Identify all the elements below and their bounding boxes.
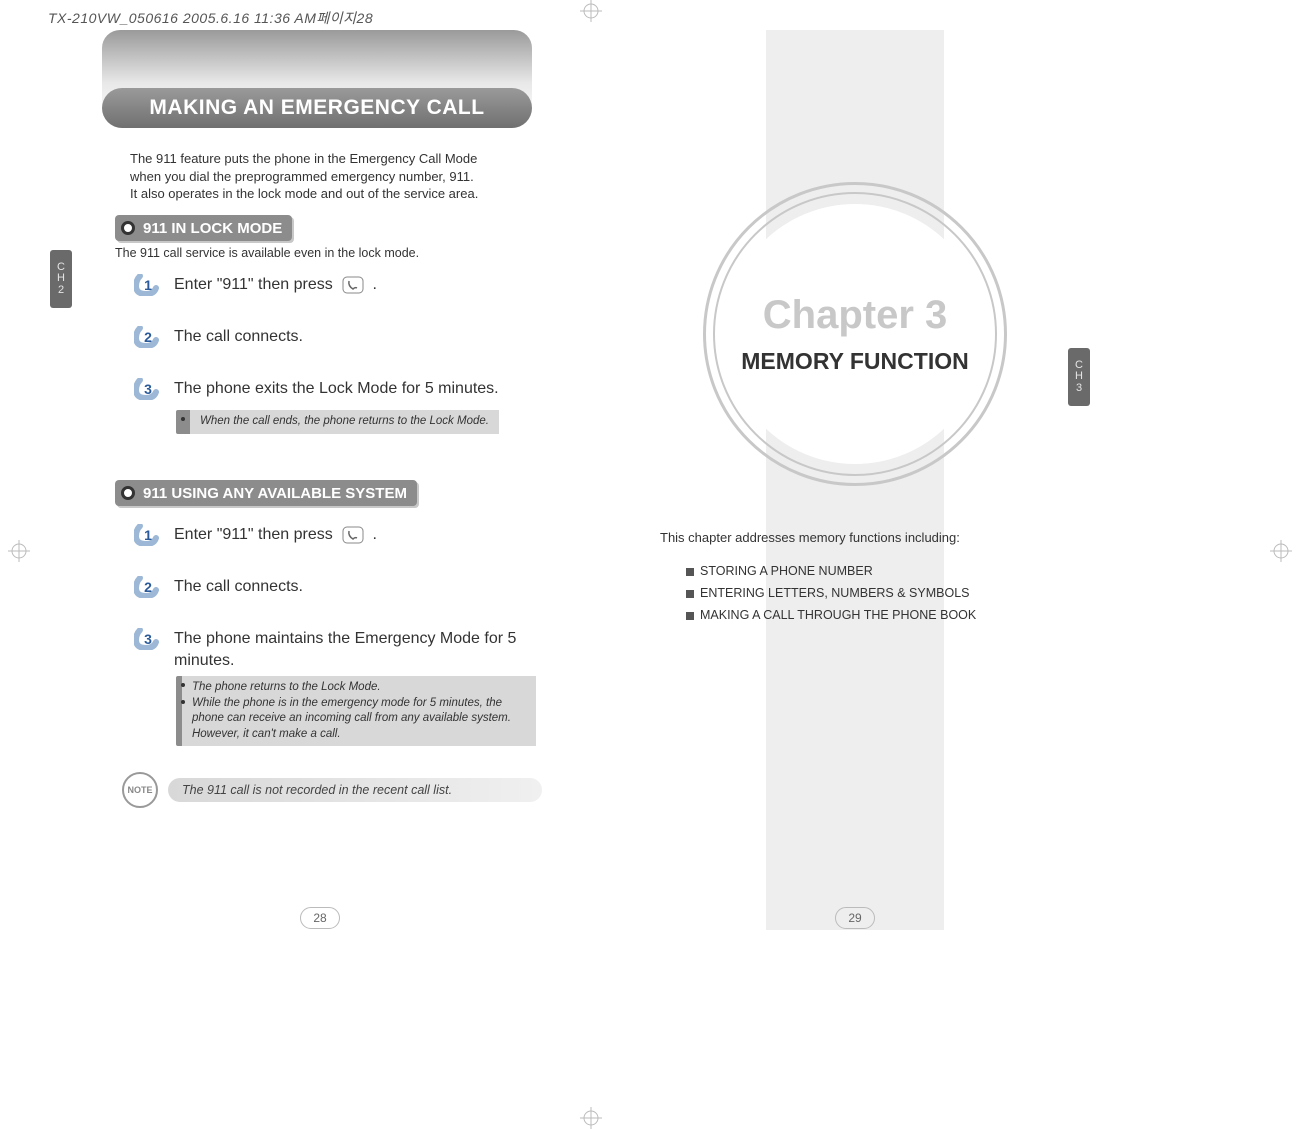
section-subtext: The 911 call service is available even i…	[115, 246, 419, 260]
bullet-square-icon	[686, 568, 694, 576]
step-text: Enter "911" then press .	[174, 524, 377, 546]
step-number-icon: 3	[134, 378, 162, 400]
chapter-tab: CH 2	[50, 250, 72, 308]
footer-note-text: The 911 call is not recorded in the rece…	[168, 778, 542, 802]
step-number-icon: 1	[134, 274, 162, 296]
step-text: The call connects.	[174, 326, 303, 348]
tab-ch-label: CH	[1075, 360, 1083, 382]
list-item: MAKING A CALL THROUGH THE PHONE BOOK	[686, 608, 976, 622]
list-item: STORING A PHONE NUMBER	[686, 564, 976, 578]
svg-text:3: 3	[144, 381, 152, 397]
step-row: 1 Enter "911" then press .	[134, 274, 377, 296]
chapter-contents-list: STORING A PHONE NUMBER ENTERING LETTERS,…	[686, 556, 976, 622]
step-row: 3 The phone maintains the Emergency Mode…	[134, 628, 554, 671]
step-text: The phone maintains the Emergency Mode f…	[174, 628, 554, 671]
section-header: 911 USING ANY AVAILABLE SYSTEM	[115, 480, 417, 506]
step-text: Enter "911" then press .	[174, 274, 377, 296]
chapter-label: Chapter 3	[763, 293, 948, 338]
note-body: The phone returns to the Lock Mode. Whil…	[182, 676, 536, 746]
chapter-ring: Chapter 3 MEMORY FUNCTION	[703, 182, 1007, 486]
section-label: 911 IN LOCK MODE	[143, 220, 282, 237]
intro-line: The 911 feature puts the phone in the Em…	[130, 150, 478, 168]
chapter-intro: This chapter addresses memory functions …	[660, 530, 960, 545]
right-page: Chapter 3 MEMORY FUNCTION This chapter a…	[653, 0, 1306, 1129]
page-number: 28	[300, 907, 340, 929]
step-number-icon: 2	[134, 326, 162, 348]
left-page: MAKING AN EMERGENCY CALL The 911 feature…	[0, 0, 653, 1129]
step-number-icon: 1	[134, 524, 162, 546]
page-title: MAKING AN EMERGENCY CALL	[149, 96, 484, 120]
tab-ch-number: 2	[58, 284, 64, 296]
svg-text:1: 1	[144, 527, 152, 543]
page-title-bar: MAKING AN EMERGENCY CALL	[102, 88, 532, 128]
svg-text:3: 3	[144, 631, 152, 647]
svg-text:2: 2	[144, 579, 152, 595]
note-side-bar	[176, 410, 190, 434]
bullet-square-icon	[686, 590, 694, 598]
send-key-icon	[342, 526, 364, 544]
note-text: When the call ends, the phone returns to…	[190, 410, 499, 434]
svg-text:2: 2	[144, 329, 152, 345]
bullet-square-icon	[686, 612, 694, 620]
intro-paragraph: The 911 feature puts the phone in the Em…	[130, 150, 478, 203]
send-key-icon	[342, 276, 364, 294]
section-header: 911 IN LOCK MODE	[115, 215, 292, 241]
step-text: The call connects.	[174, 576, 303, 598]
section-bullet-icon	[121, 221, 135, 235]
step-row: 2 The call connects.	[134, 326, 303, 348]
svg-text:1: 1	[144, 277, 152, 293]
step-row: 1 Enter "911" then press .	[134, 524, 377, 546]
page-spread: TX-210VW_050616 2005.6.16 11:36 AM페이지28 …	[0, 0, 1306, 1129]
step-number-icon: 3	[134, 628, 162, 650]
page-number: 29	[835, 907, 875, 929]
step-text: The phone exits the Lock Mode for 5 minu…	[174, 378, 499, 400]
note-badge-icon: NOTE	[122, 772, 158, 808]
step-row: 2 The call connects.	[134, 576, 303, 598]
note-line: The phone returns to the Lock Mode.	[192, 680, 526, 696]
footer-note: NOTE The 911 call is not recorded in the…	[122, 772, 542, 808]
step-row: 3 The phone exits the Lock Mode for 5 mi…	[134, 378, 499, 400]
intro-line: when you dial the preprogrammed emergenc…	[130, 168, 478, 186]
list-item: ENTERING LETTERS, NUMBERS & SYMBOLS	[686, 586, 976, 600]
section-bullet-icon	[121, 486, 135, 500]
chapter-title: MEMORY FUNCTION	[741, 348, 968, 375]
note-box: The phone returns to the Lock Mode. Whil…	[176, 676, 536, 746]
note-side-bar	[176, 676, 182, 746]
step-number-icon: 2	[134, 576, 162, 598]
chapter-tab: CH 3	[1068, 348, 1090, 406]
tab-ch-label: CH	[57, 262, 65, 284]
intro-line: It also operates in the lock mode and ou…	[130, 185, 478, 203]
tab-ch-number: 3	[1076, 382, 1082, 394]
note-line: While the phone is in the emergency mode…	[192, 696, 526, 743]
section-label: 911 USING ANY AVAILABLE SYSTEM	[143, 485, 407, 502]
note-box: When the call ends, the phone returns to…	[176, 410, 536, 434]
